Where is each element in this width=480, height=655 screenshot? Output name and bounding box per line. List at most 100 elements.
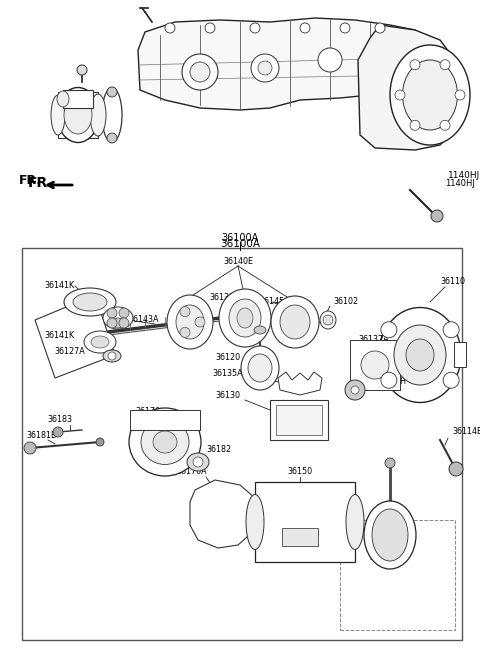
Circle shape: [108, 352, 116, 360]
Bar: [350, 340, 400, 390]
Ellipse shape: [64, 96, 92, 134]
Circle shape: [440, 60, 450, 69]
Text: 36143A: 36143A: [128, 316, 158, 324]
Circle shape: [180, 328, 190, 337]
Bar: [22, 248, 462, 640]
Circle shape: [119, 308, 129, 318]
Circle shape: [182, 54, 218, 90]
Circle shape: [113, 318, 123, 328]
Ellipse shape: [254, 326, 266, 334]
Circle shape: [250, 23, 260, 33]
Circle shape: [443, 322, 459, 338]
Circle shape: [300, 23, 310, 33]
Text: FR.: FR.: [18, 174, 42, 187]
Ellipse shape: [394, 325, 446, 385]
Text: 36120: 36120: [216, 354, 240, 362]
Text: 36146A: 36146A: [370, 553, 400, 563]
Circle shape: [410, 121, 420, 130]
Ellipse shape: [103, 307, 133, 329]
Polygon shape: [35, 295, 115, 378]
Polygon shape: [358, 25, 455, 150]
Ellipse shape: [91, 336, 109, 348]
Text: 36112H: 36112H: [375, 377, 406, 386]
Circle shape: [340, 23, 350, 33]
Text: 36183: 36183: [48, 415, 72, 424]
Ellipse shape: [57, 91, 69, 107]
Ellipse shape: [187, 453, 209, 471]
Ellipse shape: [403, 60, 457, 130]
Circle shape: [190, 62, 210, 82]
Ellipse shape: [346, 495, 364, 550]
Ellipse shape: [64, 288, 116, 316]
Text: 36145: 36145: [259, 297, 285, 307]
Text: 36137A: 36137A: [358, 335, 389, 345]
Text: 36114E: 36114E: [452, 428, 480, 436]
Text: 36135A: 36135A: [213, 369, 243, 379]
Ellipse shape: [364, 501, 416, 569]
Circle shape: [381, 322, 397, 338]
Circle shape: [96, 438, 104, 446]
Circle shape: [375, 23, 385, 33]
Text: 36181B: 36181B: [27, 432, 57, 441]
Bar: [270, 400, 328, 440]
Ellipse shape: [57, 88, 99, 143]
Text: 36141K: 36141K: [45, 331, 75, 341]
Ellipse shape: [129, 408, 201, 476]
Bar: [63, 90, 93, 108]
Ellipse shape: [103, 350, 121, 362]
Bar: [255, 482, 355, 562]
Text: 36140E: 36140E: [223, 257, 253, 267]
Ellipse shape: [241, 346, 279, 390]
Text: 36110: 36110: [440, 278, 465, 286]
Text: FR.: FR.: [28, 176, 54, 190]
Text: 1140HJ: 1140HJ: [448, 170, 480, 179]
Text: 36150: 36150: [288, 468, 312, 476]
Text: 36170: 36170: [135, 407, 161, 417]
Polygon shape: [138, 18, 415, 110]
Text: 36100A: 36100A: [220, 239, 260, 249]
Circle shape: [180, 307, 190, 316]
Ellipse shape: [84, 331, 116, 353]
Bar: [282, 528, 318, 546]
Text: 36127A: 36127A: [54, 348, 85, 356]
Ellipse shape: [51, 95, 65, 135]
Circle shape: [395, 90, 405, 100]
Circle shape: [107, 318, 117, 328]
Polygon shape: [190, 480, 255, 548]
Circle shape: [165, 23, 175, 33]
Circle shape: [24, 442, 36, 454]
Ellipse shape: [372, 509, 408, 561]
Ellipse shape: [248, 354, 272, 382]
Ellipse shape: [246, 495, 264, 550]
Ellipse shape: [73, 293, 107, 311]
Circle shape: [323, 315, 333, 325]
Circle shape: [107, 133, 117, 143]
Bar: [58, 92, 98, 138]
Circle shape: [318, 48, 342, 72]
Circle shape: [351, 386, 359, 394]
Ellipse shape: [271, 296, 319, 348]
Text: 36141K: 36141K: [45, 282, 75, 291]
Text: 36130: 36130: [216, 390, 240, 400]
Ellipse shape: [102, 88, 122, 143]
Circle shape: [410, 60, 420, 69]
Ellipse shape: [390, 45, 470, 145]
Bar: [340, 520, 455, 630]
Circle shape: [381, 372, 397, 388]
Circle shape: [258, 61, 272, 75]
Ellipse shape: [167, 295, 213, 349]
Text: 36137B: 36137B: [210, 293, 240, 303]
Ellipse shape: [379, 307, 461, 403]
Ellipse shape: [361, 351, 389, 379]
Bar: [130, 410, 200, 430]
Circle shape: [107, 308, 117, 318]
Text: 36102: 36102: [333, 297, 358, 307]
Ellipse shape: [237, 308, 253, 328]
Text: 36170A: 36170A: [177, 468, 207, 476]
Ellipse shape: [320, 311, 336, 329]
Ellipse shape: [90, 94, 106, 136]
Circle shape: [455, 90, 465, 100]
Circle shape: [443, 372, 459, 388]
Circle shape: [119, 318, 129, 328]
Text: 1140HJ: 1140HJ: [445, 179, 475, 187]
